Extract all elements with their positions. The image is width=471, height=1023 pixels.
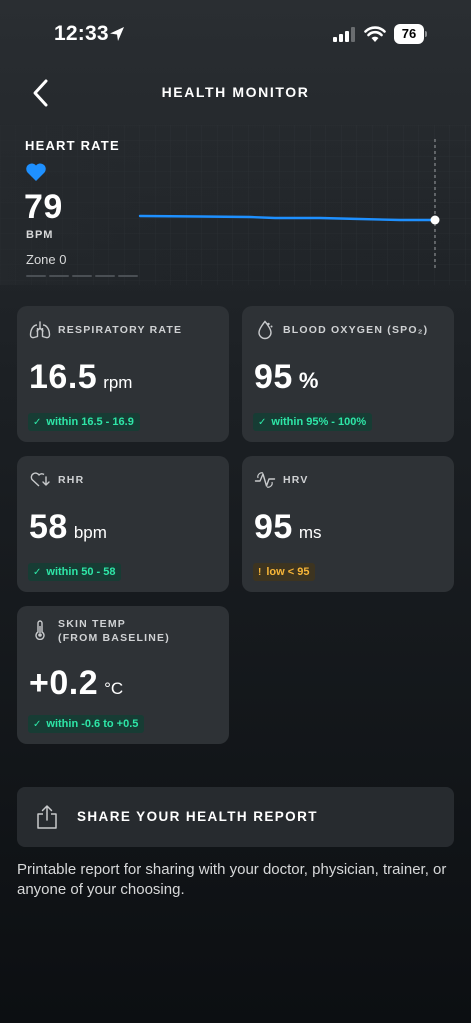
respiratory-rate-status-badge: ✓ within 16.5 - 16.9 [28,413,140,431]
zone-bar [118,275,138,277]
chevron-left-icon[interactable] [28,78,54,108]
location-arrow-icon [110,27,124,41]
rhr-label: RHR [58,474,85,486]
page-title: HEALTH MONITOR [161,84,310,100]
rhr-card[interactable]: RHR 58 bpm ✓ within 50 - 58 [17,456,229,592]
respiratory-rate-value: 16.5 rpm [29,358,132,397]
skin-temp-status-badge: ✓ within -0.6 to +0.5 [28,715,145,733]
skin-temp-label-line2: (FROM BASELINE) [58,632,170,644]
hrv-status-badge: ! low < 95 [253,563,316,581]
heart-rate-title: HEART RATE [25,138,120,153]
check-icon: ✓ [33,567,42,578]
skin-temp-unit: °C [104,679,124,698]
share-health-report-button[interactable]: SHARE YOUR HEALTH REPORT [17,787,454,847]
battery-level: 76 [394,24,424,44]
blood-oxygen-card[interactable]: BLOOD OXYGEN (SPO₂) 95% ✓ within 95% - 10… [242,306,454,442]
respiratory-rate-status-text: within 16.5 - 16.9 [46,416,134,428]
rhr-status-text: within 50 - 58 [46,566,116,578]
skin-temp-label-line1: SKIN TEMP [58,618,126,630]
heart-arrow-icon [30,472,50,487]
skin-temp-number: +0.2 [29,664,99,702]
heart-rate-section[interactable]: HEART RATE 79 BPM Zone 0 [0,125,471,285]
zone-bar [72,275,92,277]
skin-temp-card[interactable]: SKIN TEMP (FROM BASELINE) +0.2 °C ✓ within … [17,606,229,744]
rhr-status-badge: ✓ within 50 - 58 [28,563,122,581]
zone-bar [26,275,46,277]
blood-oxygen-value: 95% [254,358,318,397]
share-description: Printable report for sharing with your d… [17,861,447,898]
lungs-icon [29,321,51,339]
blood-oxygen-unit: % [298,368,319,393]
skin-temp-status-text: within -0.6 to +0.5 [46,718,139,730]
rhr-unit: bpm [73,523,107,542]
check-icon: ✓ [33,417,42,428]
heart-rate-zone: Zone 0 [26,252,67,267]
hrv-number: 95 [254,508,293,546]
blood-oxygen-status-badge: ✓ within 95% - 100% [253,413,373,431]
heart-rate-unit: BPM [26,229,54,241]
thermometer-icon [35,620,45,640]
hrv-card[interactable]: HRV 95 ms ! low < 95 [242,456,454,592]
hrv-status-text: low < 95 [266,566,310,578]
skin-temp-label: SKIN TEMP (FROM BASELINE) [58,617,170,645]
warning-icon: ! [258,567,262,578]
zone-bar [49,275,69,277]
status-bar: 12:33 76 [0,0,471,70]
heart-rate-value: 79 [24,188,63,226]
respiratory-rate-label: RESPIRATORY RATE [58,324,183,336]
check-icon: ✓ [258,417,267,428]
zone-bars [26,275,138,277]
share-label: SHARE YOUR HEALTH REPORT [77,809,318,824]
zone-bar [95,275,115,277]
check-icon: ✓ [33,719,42,730]
heart-rate-trend-line [138,139,440,269]
hrv-label: HRV [283,474,309,486]
pulse-icon [254,472,276,488]
respiratory-rate-card[interactable]: RESPIRATORY RATE 16.5 rpm ✓ within 16.5 - … [17,306,229,442]
blood-oxygen-status-text: within 95% - 100% [271,416,367,428]
blood-oxygen-label: BLOOD OXYGEN (SPO₂) [283,324,429,336]
droplet-icon [258,320,273,340]
share-icon [37,805,57,829]
wifi-icon [364,26,386,42]
heart-icon [26,163,46,181]
status-time: 12:33 [54,22,109,45]
battery-cap [425,31,427,37]
blood-oxygen-number: 95 [254,358,293,396]
respiratory-rate-unit: rpm [103,373,133,392]
heart-rate-grid [0,125,471,285]
skin-temp-value: +0.2 °C [29,664,123,703]
hrv-unit: ms [298,523,322,542]
rhr-number: 58 [29,508,68,546]
respiratory-rate-number: 16.5 [29,358,98,396]
rhr-value: 58 bpm [29,508,107,547]
battery-icon: 76 [394,24,427,44]
signal-icon [333,27,355,42]
hrv-value: 95 ms [254,508,322,547]
